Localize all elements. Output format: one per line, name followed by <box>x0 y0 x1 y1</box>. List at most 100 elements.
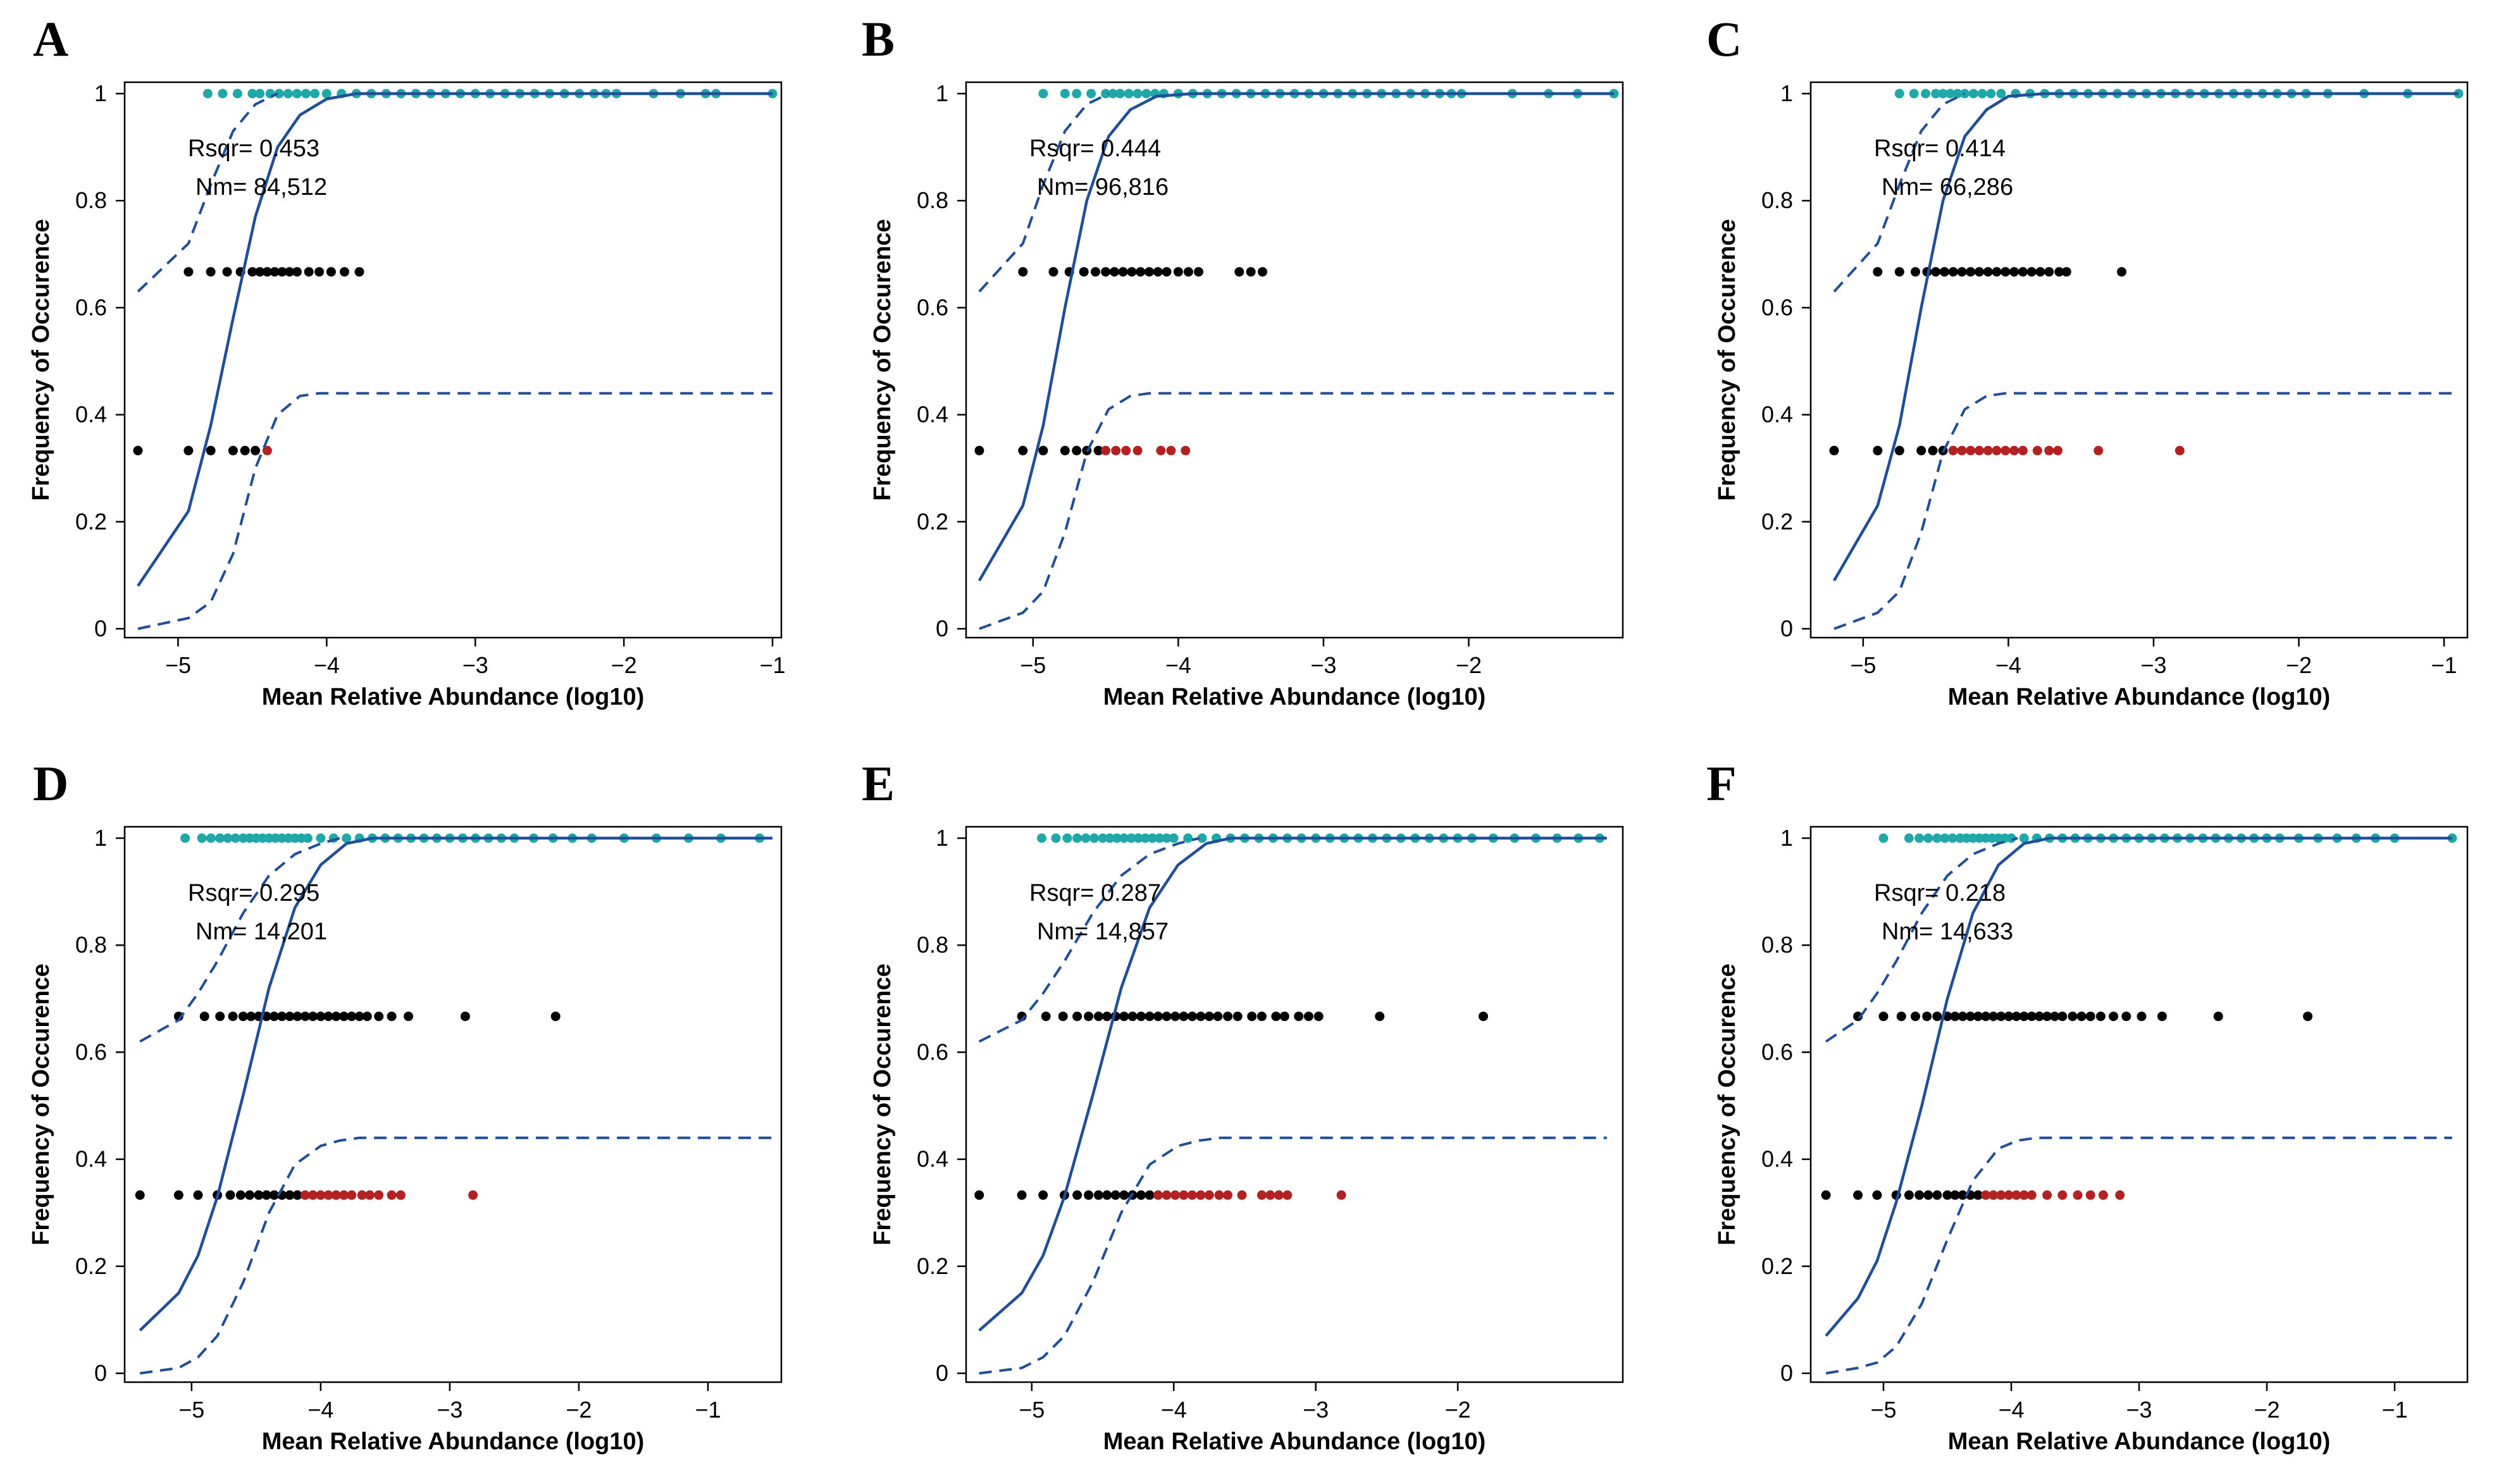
point-above <box>197 833 207 843</box>
fit-line <box>139 836 772 1332</box>
point-above <box>1115 89 1125 99</box>
point-above <box>247 89 257 99</box>
point-above <box>1904 833 1914 843</box>
point-neutral <box>1084 1011 1094 1022</box>
point-neutral <box>1911 267 1920 277</box>
y-tick-label: 0.6 <box>917 294 948 320</box>
point-neutral <box>1173 267 1183 277</box>
x-tick-label: −1 <box>2381 1397 2407 1423</box>
nm-annotation: Nm= 96,816 <box>1037 174 1169 201</box>
rsqr-annotation: Rsqr= 0.218 <box>1874 880 2006 906</box>
y-tick-label: 0 <box>94 1360 107 1386</box>
point-neutral <box>1981 1011 1991 1022</box>
point-neutral <box>2050 1011 2060 1022</box>
y-axis-label: Frequency of Occurence <box>869 219 896 501</box>
x-tick-label: −4 <box>1998 1397 2024 1423</box>
point-neutral <box>1923 1190 1933 1200</box>
point-below <box>1988 1190 1999 1200</box>
point-neutral <box>1110 1190 1120 1200</box>
point-neutral <box>550 1011 561 1022</box>
upper-ci-line <box>978 92 1110 293</box>
fit-line <box>1825 836 2452 1337</box>
y-tick-label: 0.8 <box>1761 932 1793 958</box>
point-neutral <box>314 267 325 277</box>
panel-c: C 0 0.2 0.4 0.6 0.8 1 −5 −4 −3 −2 −1 Mean Relative A… <box>1706 11 2469 710</box>
point-above <box>1878 833 1889 843</box>
point-neutral <box>2061 267 2071 277</box>
point-below <box>1975 445 1984 455</box>
panel-letter: E <box>862 756 895 811</box>
point-neutral <box>292 1190 302 1200</box>
panel-letter: F <box>1706 756 1737 811</box>
point-below <box>347 1190 357 1200</box>
point-neutral <box>2076 1011 2087 1022</box>
lower-ci-line <box>1833 392 2459 630</box>
point-below <box>2044 445 2054 455</box>
lower-ci-line <box>979 1136 1607 1375</box>
point-neutral <box>1894 267 1904 277</box>
y-tick-label: 0.2 <box>1761 1253 1793 1279</box>
panel-e: E 0 0.2 0.4 0.6 0.8 1 −5 −4 −3 −2 Mean Relative Abu… <box>862 756 1624 1455</box>
point-neutral <box>1873 267 1883 277</box>
point-neutral <box>1136 1190 1146 1200</box>
point-neutral <box>1136 1011 1146 1022</box>
point-below <box>2026 1190 2037 1200</box>
point-below <box>2098 1190 2108 1200</box>
point-neutral <box>1119 1190 1129 1200</box>
point-neutral <box>285 267 295 277</box>
point-neutral <box>404 1011 414 1022</box>
y-tick-label: 1 <box>936 80 948 106</box>
point-neutral <box>245 1190 255 1200</box>
point-neutral <box>1204 1011 1214 1022</box>
x-tick-label: −3 <box>2126 1397 2152 1423</box>
plot-frame <box>123 81 783 639</box>
point-above <box>230 833 240 843</box>
point-above <box>255 89 265 99</box>
point-neutral <box>1162 267 1172 277</box>
point-above <box>1986 89 1996 99</box>
point-neutral <box>261 1190 271 1200</box>
point-below <box>1256 1190 1267 1200</box>
point-neutral <box>362 1011 372 1022</box>
point-neutral <box>347 1011 357 1022</box>
point-neutral <box>1821 1190 1831 1200</box>
point-neutral <box>2121 1011 2131 1022</box>
x-tick-label: −1 <box>695 1397 721 1423</box>
point-below <box>1992 445 2002 455</box>
point-neutral <box>1145 1190 1155 1200</box>
y-tick-label: 1 <box>936 825 948 851</box>
y-tick-label: 0.4 <box>917 1146 948 1172</box>
rsqr-annotation: Rsqr= 0.287 <box>1029 880 1161 906</box>
point-below <box>1166 445 1176 455</box>
point-neutral <box>1922 1011 1932 1022</box>
point-below <box>1132 445 1143 455</box>
point-neutral <box>339 1011 349 1022</box>
x-tick-label: −3 <box>1303 1397 1329 1423</box>
point-above <box>1081 833 1091 843</box>
point-neutral <box>199 1011 209 1022</box>
point-below <box>2057 1190 2068 1200</box>
point-neutral <box>133 445 143 455</box>
point-neutral <box>1060 445 1070 455</box>
point-neutral <box>1109 267 1119 277</box>
point-above <box>303 833 313 843</box>
point-above <box>1921 89 1931 99</box>
panel-letter: A <box>33 11 68 66</box>
point-above <box>1072 833 1083 843</box>
point-neutral <box>292 267 302 277</box>
point-below <box>2073 1190 2083 1200</box>
point-neutral <box>193 1190 203 1200</box>
point-above <box>180 833 190 843</box>
point-neutral <box>2054 267 2064 277</box>
fit-line <box>137 92 772 587</box>
point-neutral <box>1093 445 1103 455</box>
plot-area <box>1821 833 2457 1375</box>
panel-a: A 0 0.2 0.4 0.6 0.8 1 −5 −4 −3 −2 −1 Mean Relative A… <box>28 11 786 710</box>
point-above <box>1037 833 1046 843</box>
plot-area <box>974 89 1619 630</box>
nm-annotation: Nm= 14,201 <box>195 918 327 945</box>
point-neutral <box>1996 1011 2006 1022</box>
point-neutral <box>285 1190 295 1200</box>
point-below <box>1223 1190 1232 1200</box>
